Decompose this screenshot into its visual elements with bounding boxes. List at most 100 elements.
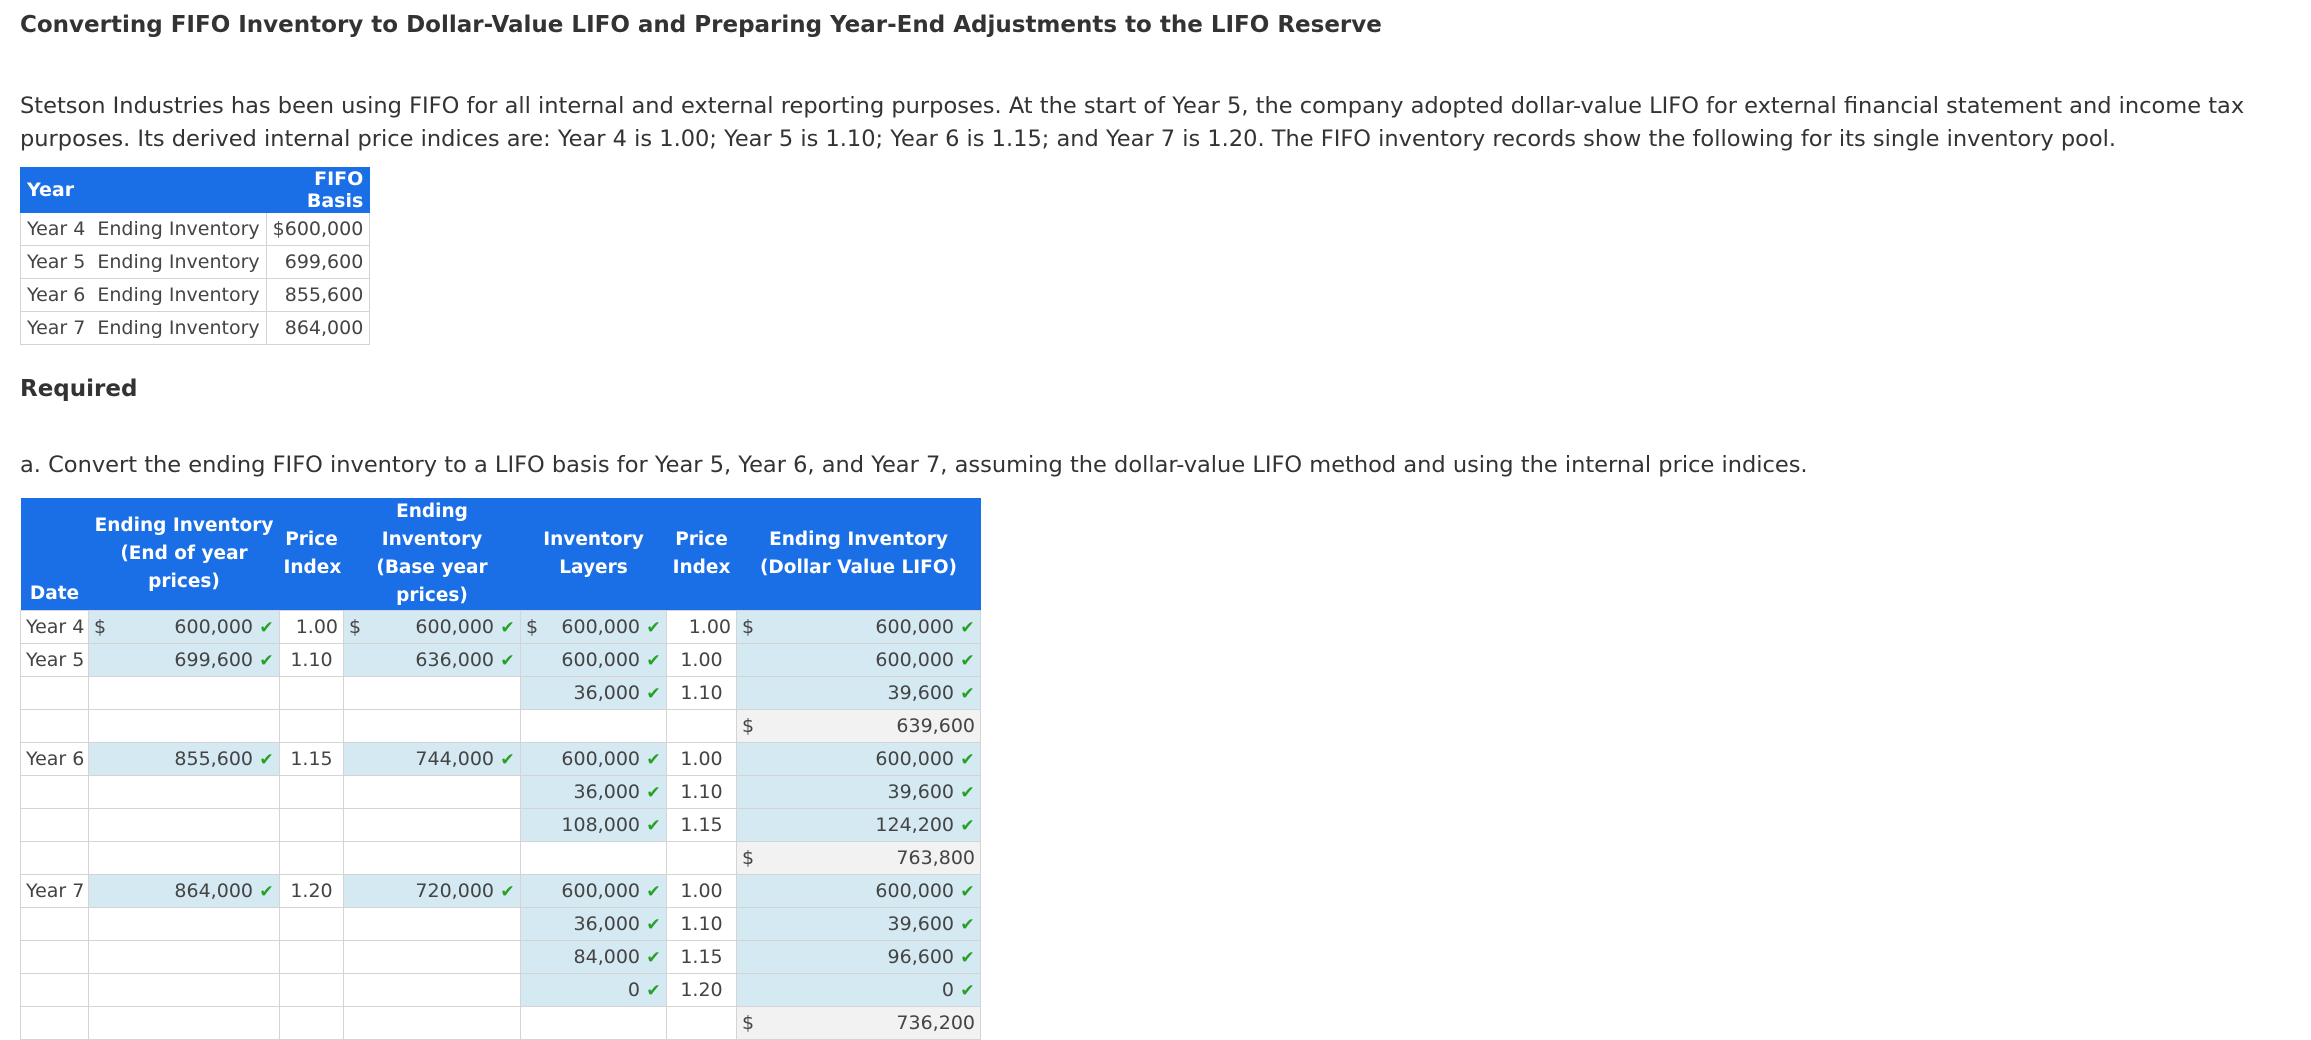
- fifo-row: Year 4 Ending Inventory $600,000: [20, 212, 371, 246]
- lifo-row: Year 4 $600,000 ✔ 1.00 $600,000 ✔ $600,000 ✔ 1.0…: [20, 610, 981, 644]
- dollar-value-total: $736,200: [736, 1006, 981, 1040]
- date-cell: [20, 973, 89, 1007]
- dollar-value-input-value: 96,600: [887, 946, 954, 968]
- eoy-prices-input-value: 600,000: [174, 616, 253, 638]
- date-cell: [20, 709, 89, 743]
- inventory-layer-input[interactable]: 36,000 ✔: [520, 676, 667, 710]
- eoy-prices-input[interactable]: [88, 841, 280, 875]
- base-prices-input[interactable]: 636,000 ✔: [343, 643, 521, 677]
- eoy-prices-input[interactable]: [88, 940, 280, 974]
- date-cell: Year 6: [20, 742, 89, 776]
- requirement-a: a. Convert the ending FIFO inventory to …: [20, 452, 1808, 478]
- inventory-layer-input[interactable]: 600,000 ✔: [520, 742, 667, 776]
- dollar-value-input[interactable]: 39,600 ✔: [736, 907, 981, 941]
- inventory-layer-input[interactable]: [520, 841, 667, 875]
- dollar-value-input[interactable]: 600,000 ✔: [736, 643, 981, 677]
- date-cell: [20, 1006, 89, 1040]
- dollar-value-input-value: 0: [941, 979, 954, 1001]
- inventory-layer-input[interactable]: 84,000 ✔: [520, 940, 667, 974]
- date-cell: [20, 676, 89, 710]
- fifo-desc: Ending Inventory: [91, 245, 267, 279]
- check-icon: ✔: [960, 684, 975, 704]
- lifo-total-row: $736,200: [20, 1006, 981, 1040]
- dollar-sign: $: [526, 616, 539, 638]
- inventory-layer-input[interactable]: $600,000 ✔: [520, 610, 667, 644]
- page-title: Converting FIFO Inventory to Dollar-Valu…: [20, 12, 1382, 38]
- header-price-index: Price Index: [279, 498, 344, 611]
- eoy-prices-input[interactable]: [88, 775, 280, 809]
- eoy-prices-input[interactable]: [88, 676, 280, 710]
- base-prices-input[interactable]: [343, 709, 521, 743]
- base-prices-input[interactable]: [343, 841, 521, 875]
- inventory-layer-input[interactable]: 36,000 ✔: [520, 775, 667, 809]
- lifo-row: 36,000 ✔ 1.10 39,600 ✔: [20, 775, 981, 809]
- check-icon: ✔: [259, 651, 274, 671]
- dollar-value-input-value: 600,000: [875, 649, 954, 671]
- eoy-prices-input[interactable]: 864,000 ✔: [88, 874, 280, 908]
- eoy-prices-input[interactable]: [88, 907, 280, 941]
- fifo-value: 855,600: [265, 278, 371, 312]
- dollar-value-input[interactable]: 600,000 ✔: [736, 874, 981, 908]
- dollar-value-input[interactable]: 0 ✔: [736, 973, 981, 1007]
- inventory-layer-input[interactable]: 0 ✔: [520, 973, 667, 1007]
- dollar-value-input-value: 39,600: [887, 913, 954, 935]
- eoy-prices-input[interactable]: 699,600 ✔: [88, 643, 280, 677]
- check-icon: ✔: [960, 981, 975, 1001]
- base-prices-input-value: 600,000: [415, 616, 494, 638]
- inventory-layer-input[interactable]: 600,000 ✔: [520, 874, 667, 908]
- lifo-row: 108,000 ✔ 1.15 124,200 ✔: [20, 808, 981, 842]
- eoy-prices-input[interactable]: 855,600 ✔: [88, 742, 280, 776]
- dollar-sign: $: [742, 847, 755, 869]
- eoy-prices-input[interactable]: [88, 709, 280, 743]
- inventory-layer-input-value: 600,000: [561, 616, 640, 638]
- price-index-cell: 1.00: [279, 610, 344, 644]
- dollar-value-input[interactable]: $600,000 ✔: [736, 610, 981, 644]
- date-cell: [20, 841, 89, 875]
- base-prices-input[interactable]: [343, 808, 521, 842]
- fifo-desc: Ending Inventory: [91, 311, 267, 345]
- inventory-layer-input[interactable]: [520, 709, 667, 743]
- fifo-year: Year 7: [20, 311, 92, 345]
- check-icon: ✔: [646, 882, 661, 902]
- dollar-value-input[interactable]: 124,200 ✔: [736, 808, 981, 842]
- inventory-layer-input[interactable]: 108,000 ✔: [520, 808, 667, 842]
- check-icon: ✔: [960, 750, 975, 770]
- inventory-layer-input[interactable]: 600,000 ✔: [520, 643, 667, 677]
- dollar-value-input-value: 39,600: [887, 781, 954, 803]
- base-prices-input[interactable]: [343, 940, 521, 974]
- fifo-header-year: Year: [20, 167, 267, 213]
- base-prices-input[interactable]: $600,000 ✔: [343, 610, 521, 644]
- eoy-prices-input-value: 864,000: [174, 880, 253, 902]
- date-cell: Year 4: [20, 610, 89, 644]
- price-index-cell: [279, 973, 344, 1007]
- dollar-sign: $: [742, 715, 755, 737]
- eoy-prices-input[interactable]: $600,000 ✔: [88, 610, 280, 644]
- check-icon: ✔: [960, 915, 975, 935]
- base-prices-input[interactable]: 720,000 ✔: [343, 874, 521, 908]
- date-cell: [20, 940, 89, 974]
- dollar-value-input[interactable]: 600,000 ✔: [736, 742, 981, 776]
- base-prices-input[interactable]: [343, 1006, 521, 1040]
- eoy-prices-input[interactable]: [88, 808, 280, 842]
- inventory-layer-input-value: 36,000: [573, 913, 640, 935]
- lifo-header-row: Date Ending Inventory (End of year prices…: [20, 498, 981, 611]
- dollar-value-input[interactable]: 39,600 ✔: [736, 676, 981, 710]
- inventory-layer-input[interactable]: 36,000 ✔: [520, 907, 667, 941]
- dollar-value-input[interactable]: 39,600 ✔: [736, 775, 981, 809]
- base-prices-input[interactable]: 744,000 ✔: [343, 742, 521, 776]
- eoy-prices-input[interactable]: [88, 973, 280, 1007]
- check-icon: ✔: [646, 915, 661, 935]
- check-icon: ✔: [500, 750, 515, 770]
- problem-intro: Stetson Industries has been using FIFO f…: [20, 93, 2245, 152]
- fifo-row: Year 7 Ending Inventory 864,000: [20, 311, 371, 345]
- fifo-row: Year 6 Ending Inventory 855,600: [20, 278, 371, 312]
- base-prices-input[interactable]: [343, 775, 521, 809]
- dollar-value-input[interactable]: 96,600 ✔: [736, 940, 981, 974]
- base-prices-input[interactable]: [343, 676, 521, 710]
- base-prices-input[interactable]: [343, 907, 521, 941]
- fifo-value: 864,000: [265, 311, 371, 345]
- inventory-layer-input[interactable]: [520, 1006, 667, 1040]
- dollar-value-input-value: 600,000: [875, 748, 954, 770]
- base-prices-input[interactable]: [343, 973, 521, 1007]
- eoy-prices-input[interactable]: [88, 1006, 280, 1040]
